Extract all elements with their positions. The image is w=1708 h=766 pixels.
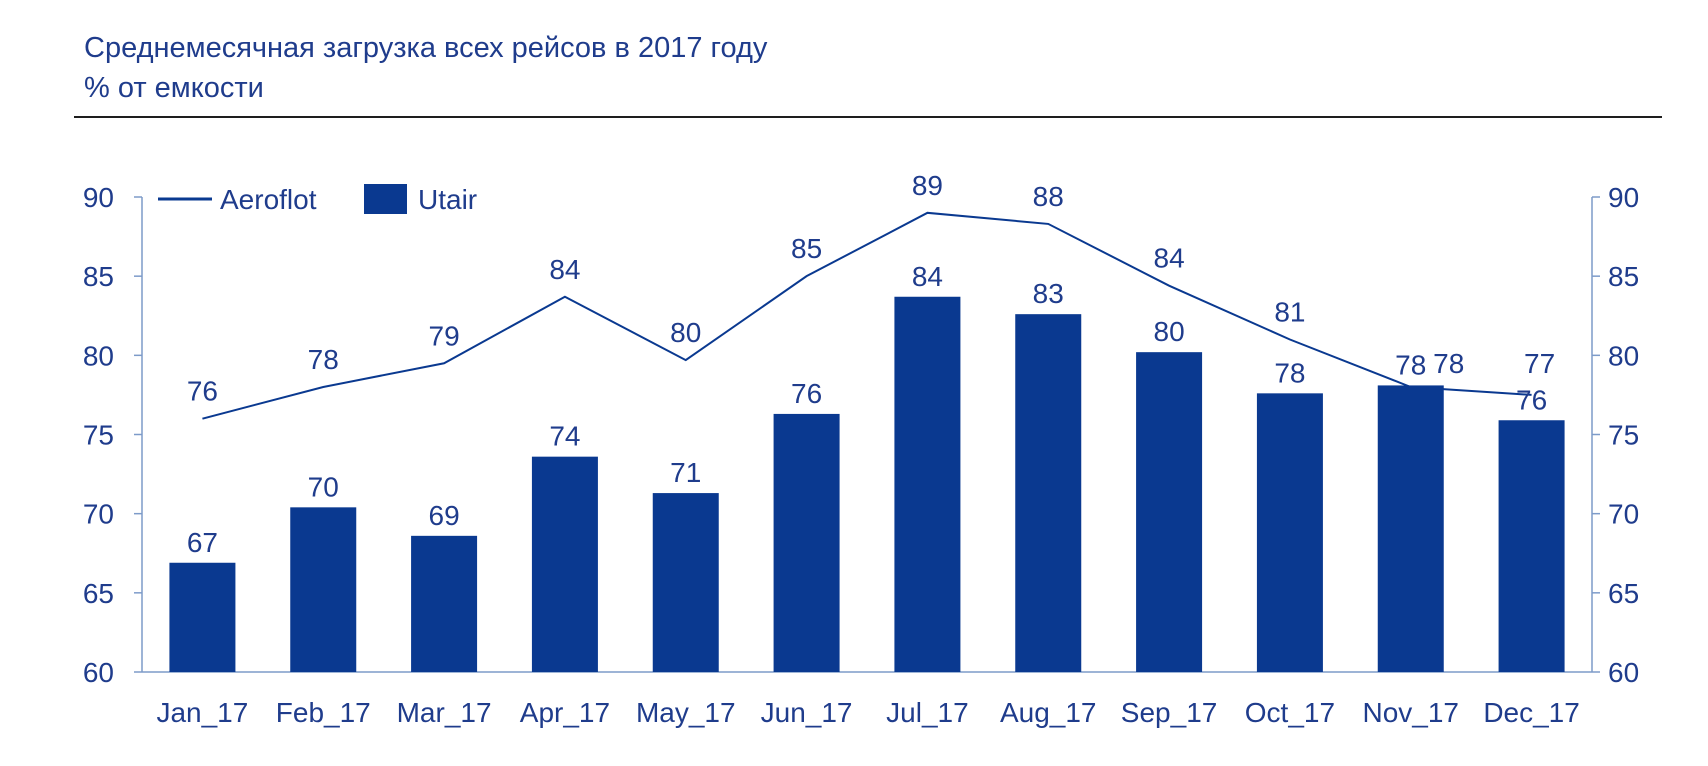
y-tick-label-right: 60 — [1608, 657, 1639, 688]
utair-bar — [1015, 314, 1082, 672]
y-tick-label-right: 70 — [1608, 499, 1639, 530]
y-tick-label-left: 60 — [83, 657, 114, 688]
utair-bar — [531, 456, 598, 672]
utair-bar-label: 84 — [912, 261, 943, 292]
utair-bar-label: 80 — [1154, 316, 1185, 347]
aeroflot-point-label: 76 — [187, 376, 218, 407]
aeroflot-point-label: 79 — [429, 320, 460, 351]
aeroflot-series-line — [202, 211, 1532, 420]
utair-bar-label: 74 — [549, 421, 580, 452]
axes: 60 65 70 75 80 85 90 60 65 70 75 80 85 90 Jan_17 Feb_17… — [83, 182, 1639, 728]
utair-bar-label: 69 — [429, 500, 460, 531]
aeroflot-point-label: 81 — [1274, 297, 1305, 328]
aeroflot-point-label: 89 — [912, 170, 943, 201]
utair-bar — [894, 296, 961, 672]
aeroflot-point-label: 78 — [1433, 348, 1464, 379]
y-tick-label-left: 70 — [83, 499, 114, 530]
y-tick-label-left: 65 — [83, 578, 114, 609]
utair-bar — [1136, 352, 1203, 672]
x-tick-label: Jul_17 — [886, 697, 969, 728]
y-tick-label-left: 90 — [83, 182, 114, 213]
x-tick-label: May_17 — [636, 697, 736, 728]
x-tick-label: Sep_17 — [1121, 697, 1218, 728]
utair-bar — [652, 493, 719, 672]
utair-bar-label: 76 — [791, 378, 822, 409]
utair-bar — [1498, 420, 1565, 672]
utair-bar-label: 67 — [187, 527, 218, 558]
x-tick-label: Oct_17 — [1245, 697, 1335, 728]
utair-bar — [773, 413, 840, 672]
legend-utair-label: Utair — [418, 184, 477, 215]
utair-bar — [169, 562, 236, 672]
utair-bar-label: 71 — [670, 457, 701, 488]
utair-bar — [1256, 393, 1323, 672]
utair-bar-label: 70 — [308, 471, 339, 502]
x-tick-label: Feb_17 — [276, 697, 371, 728]
title-divider — [74, 116, 1662, 118]
legend-aeroflot-label: Aeroflot — [220, 184, 317, 215]
y-tick-label-left: 75 — [83, 420, 114, 451]
utair-bar — [1377, 385, 1444, 672]
x-tick-label: Nov_17 — [1362, 697, 1459, 728]
y-tick-label-right: 85 — [1608, 261, 1639, 292]
utair-bar — [411, 535, 478, 672]
aeroflot-point-label: 77 — [1524, 348, 1555, 379]
x-tick-label: Jan_17 — [156, 697, 248, 728]
chart-title-text: Среднемесячная загрузка всех рейсов в 20… — [84, 32, 768, 64]
utair-bar-label: 78 — [1274, 357, 1305, 388]
aeroflot-point-label: 84 — [1154, 243, 1185, 274]
aeroflot-point-label: 80 — [670, 317, 701, 348]
x-tick-label: Mar_17 — [397, 697, 492, 728]
y-tick-label-left: 80 — [83, 340, 114, 371]
x-tick-label: Dec_17 — [1483, 697, 1580, 728]
x-tick-label: Apr_17 — [520, 697, 610, 728]
aeroflot-line — [202, 211, 1532, 420]
chart-title: Среднемесячная загрузка всех рейсов в 20… — [84, 28, 767, 108]
utair-bar — [290, 507, 357, 672]
aeroflot-point-label: 84 — [549, 254, 580, 285]
utair-bar-label: 78 — [1395, 349, 1426, 380]
x-tick-label: Aug_17 — [1000, 697, 1097, 728]
legend-utair-swatch — [364, 184, 407, 214]
utair-bar-label: 83 — [1033, 278, 1064, 309]
aeroflot-point-label: 88 — [1033, 181, 1064, 212]
aeroflot-point-label: 78 — [308, 344, 339, 375]
y-tick-label-right: 75 — [1608, 420, 1639, 451]
x-tick-label: Jun_17 — [761, 697, 853, 728]
chart-subtitle: % от емкости — [84, 72, 264, 104]
y-tick-label-left: 85 — [83, 261, 114, 292]
legend: Aeroflot Utair — [158, 184, 477, 215]
y-tick-label-right: 90 — [1608, 182, 1639, 213]
utair-bar-label: 76 — [1516, 384, 1547, 415]
utair-bars — [169, 296, 1565, 672]
y-tick-label-right: 65 — [1608, 578, 1639, 609]
aeroflot-point-label: 85 — [791, 233, 822, 264]
y-tick-label-right: 80 — [1608, 340, 1639, 371]
